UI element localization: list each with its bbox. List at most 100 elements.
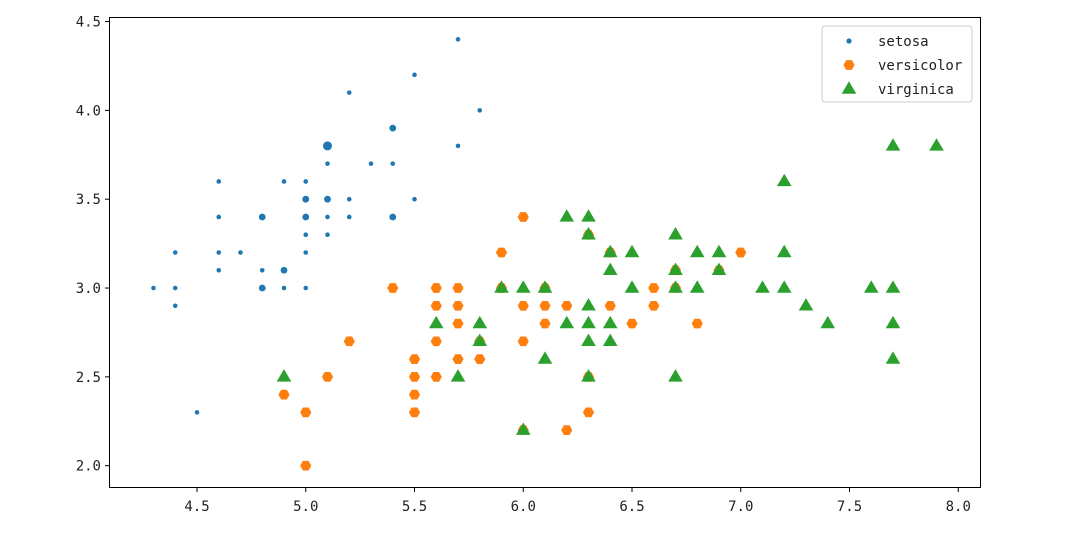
- virginica-point: [602, 262, 618, 275]
- plot-area: [151, 37, 944, 471]
- virginica-point: [755, 280, 770, 293]
- y-tick-label: 4.5: [76, 15, 101, 31]
- versicolor-point: [430, 372, 442, 382]
- versicolor-point: [691, 318, 703, 329]
- setosa-point: [151, 285, 156, 291]
- virginica-point: [494, 280, 509, 293]
- virginica-point: [798, 298, 814, 311]
- virginica-point: [711, 262, 727, 275]
- versicolor-point: [430, 283, 442, 293]
- setosa-point: [390, 161, 396, 166]
- setosa-point: [303, 179, 309, 184]
- versicolor-point: [517, 212, 529, 222]
- setosa-point: [455, 37, 461, 42]
- setosa-point: [281, 179, 287, 184]
- x-tick-label: 8.0: [946, 499, 971, 515]
- versicolor-point: [517, 336, 529, 347]
- setosa-point: [303, 232, 309, 238]
- y-tick-label: 4.0: [76, 103, 101, 119]
- virginica-point: [885, 138, 901, 151]
- legend: setosa versicolor virginica: [821, 25, 973, 103]
- virginica-point: [559, 315, 575, 329]
- virginica-point: [602, 315, 618, 329]
- x-tick-label: 5.0: [293, 499, 318, 515]
- versicolor-point: [430, 300, 442, 311]
- setosa-point: [302, 195, 310, 203]
- versicolor-point: [408, 372, 421, 382]
- setosa-point: [412, 196, 417, 202]
- virginica-point: [581, 315, 596, 329]
- setosa-point: [303, 285, 309, 291]
- versicolor-point: [343, 336, 355, 347]
- versicolor-point: [582, 407, 595, 418]
- x-tick-label: 6.5: [619, 499, 644, 515]
- versicolor-point: [278, 389, 290, 400]
- virginica-point: [689, 280, 705, 293]
- virginica-point: [581, 369, 596, 382]
- virginica-point: [472, 333, 488, 347]
- y-tick-label: 3.0: [76, 281, 101, 297]
- virginica-point: [515, 422, 531, 435]
- virginica-point: [581, 333, 596, 347]
- setosa-point: [281, 285, 287, 291]
- virginica-point: [885, 315, 901, 329]
- setosa-point: [368, 161, 374, 166]
- setosa-point: [389, 124, 397, 132]
- x-tick-label: 5.5: [402, 499, 427, 515]
- setosa-point: [346, 90, 352, 95]
- setosa-point: [216, 214, 222, 220]
- versicolor-point: [452, 318, 464, 329]
- legend-marker-setosa: [846, 38, 852, 44]
- virginica-point: [929, 138, 944, 151]
- virginica-point: [581, 209, 596, 222]
- virginica-point: [668, 227, 683, 240]
- virginica-point: [820, 315, 836, 329]
- setosa-point: [302, 213, 310, 221]
- setosa-point: [258, 213, 266, 221]
- versicolor-point: [408, 389, 421, 400]
- versicolor-point: [408, 354, 421, 364]
- virginica-point: [537, 280, 553, 293]
- versicolor-point: [539, 300, 551, 311]
- virginica-point: [776, 244, 792, 258]
- versicolor-point: [300, 460, 312, 471]
- x-axis: 4.5 5.0 5.5 6.0 6.5 7.0 7.5 8.0: [184, 487, 971, 515]
- setosa-point: [216, 250, 222, 255]
- setosa-point: [346, 196, 352, 202]
- series-virginica: [276, 138, 944, 435]
- legend-box: [821, 25, 973, 103]
- x-tick-label: 6.0: [511, 499, 536, 515]
- legend-label-virginica: virginica: [878, 82, 954, 98]
- x-tick-label: 7.0: [728, 499, 753, 515]
- virginica-point: [885, 351, 901, 364]
- virginica-point: [711, 244, 727, 258]
- versicolor-point: [495, 247, 508, 258]
- setosa-point: [259, 267, 265, 273]
- setosa-point: [455, 143, 461, 149]
- versicolor-point: [561, 300, 573, 311]
- virginica-point: [776, 280, 792, 293]
- versicolor-point: [430, 336, 442, 347]
- x-tick-label: 7.5: [837, 499, 862, 515]
- y-tick-label: 2.0: [76, 459, 101, 475]
- setosa-point: [172, 303, 178, 309]
- x-tick-label: 4.5: [184, 499, 209, 515]
- setosa-point: [238, 250, 243, 255]
- plot-frame: [109, 17, 981, 488]
- virginica-point: [472, 315, 488, 329]
- versicolor-point: [452, 300, 464, 311]
- setosa-point: [325, 214, 330, 220]
- virginica-point: [581, 298, 596, 311]
- legend-label-setosa: setosa: [878, 34, 929, 50]
- versicolor-point: [452, 283, 464, 293]
- virginica-point: [668, 369, 683, 382]
- versicolor-point: [517, 300, 529, 311]
- setosa-point: [389, 213, 397, 221]
- virginica-point: [602, 333, 618, 347]
- legend-marker-versicolor: [843, 60, 855, 70]
- versicolor-point: [300, 407, 312, 418]
- setosa-point: [325, 232, 330, 238]
- virginica-point: [581, 227, 596, 240]
- versicolor-point: [626, 318, 638, 329]
- setosa-point: [216, 179, 222, 184]
